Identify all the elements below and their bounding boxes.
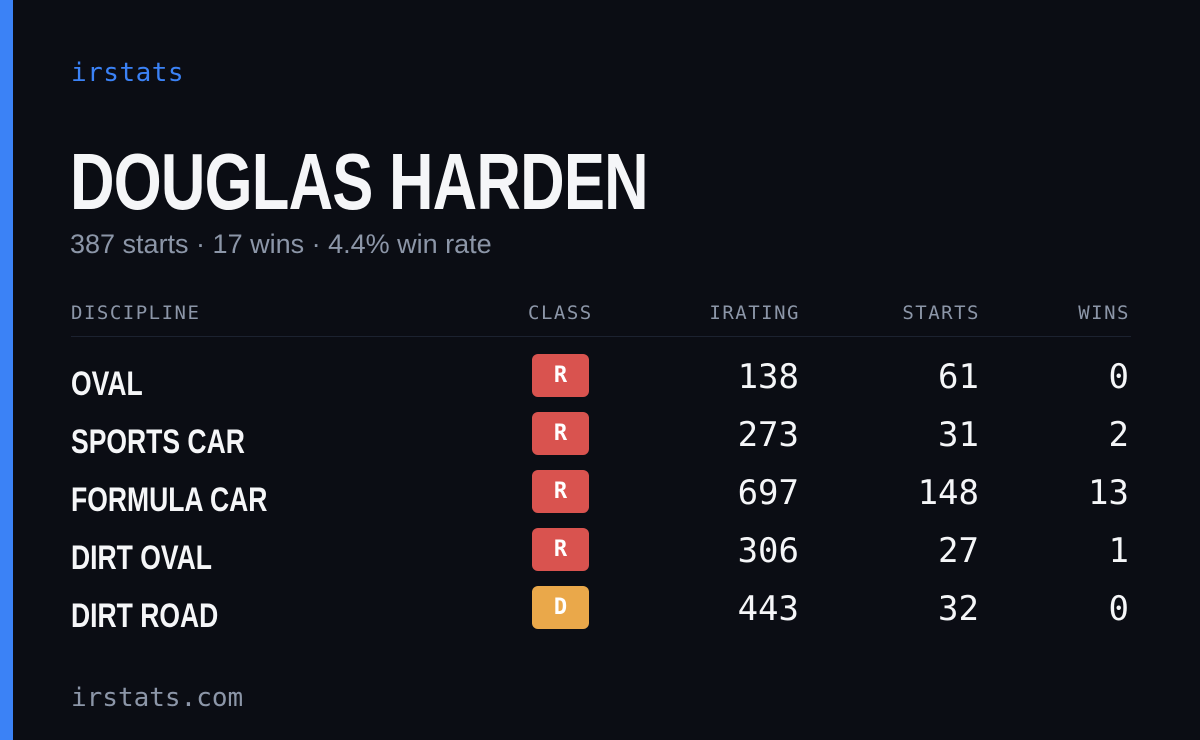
irating-value: 443	[737, 589, 799, 629]
column-header-class: CLASS	[528, 302, 593, 324]
license-class-badge: R	[532, 470, 589, 513]
irating-value: 273	[737, 415, 799, 455]
wins-value: 0	[1108, 357, 1129, 397]
discipline-name: SPORTS CAR	[71, 423, 245, 461]
accent-bar	[0, 0, 13, 740]
table-row: DIRT OVAL R 306 27 1	[71, 522, 1131, 580]
starts-value: 31	[938, 415, 979, 455]
starts-value: 27	[938, 531, 979, 571]
wins-value: 13	[1088, 473, 1129, 513]
license-class-badge: R	[532, 528, 589, 571]
driver-name: DOUGLAS HARDEN	[70, 137, 649, 226]
starts-value: 61	[938, 357, 979, 397]
irating-value: 697	[737, 473, 799, 513]
discipline-name: DIRT OVAL	[71, 539, 212, 577]
table-row: OVAL R 138 61 0	[71, 348, 1131, 406]
starts-value: 148	[917, 473, 979, 513]
license-class-badge: D	[532, 586, 589, 629]
stats-table: OVAL R 138 61 0 SPORTS CAR R 273 31 2 FO…	[71, 348, 1131, 638]
discipline-name: DIRT ROAD	[71, 597, 219, 635]
column-header-discipline: DISCIPLINE	[71, 302, 201, 324]
discipline-name: OVAL	[71, 365, 143, 403]
driver-summary: 387 starts · 17 wins · 4.4% win rate	[70, 229, 492, 259]
brand-logo: irstats	[71, 58, 185, 88]
wins-value: 1	[1108, 531, 1129, 571]
table-row: FORMULA CAR R 697 148 13	[71, 464, 1131, 522]
license-class-badge: R	[532, 354, 589, 397]
table-row: SPORTS CAR R 273 31 2	[71, 406, 1131, 464]
table-header: DISCIPLINE CLASS IRATING STARTS WINS	[71, 300, 1131, 337]
column-header-irating: IRATING	[709, 302, 800, 324]
footer-url: irstats.com	[71, 683, 244, 713]
starts-value: 32	[938, 589, 979, 629]
column-header-wins: WINS	[1078, 302, 1130, 324]
table-row: DIRT ROAD D 443 32 0	[71, 580, 1131, 638]
wins-value: 2	[1108, 415, 1129, 455]
license-class-badge: R	[532, 412, 589, 455]
discipline-name: FORMULA CAR	[71, 481, 268, 519]
column-header-starts: STARTS	[902, 302, 980, 324]
wins-value: 0	[1108, 589, 1129, 629]
irating-value: 306	[737, 531, 799, 571]
irating-value: 138	[737, 357, 799, 397]
